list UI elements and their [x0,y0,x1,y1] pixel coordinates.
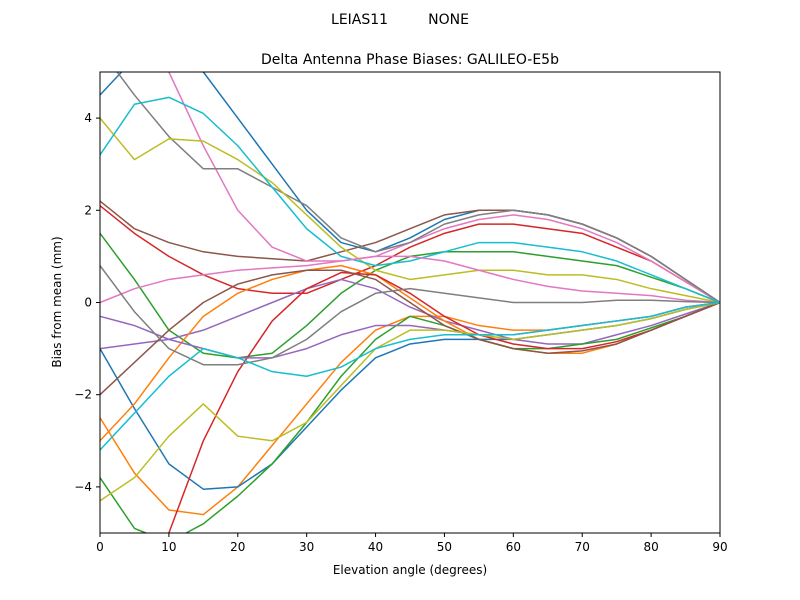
y-tick-label: −2 [74,388,92,402]
y-tick-label: −4 [74,480,92,494]
series-line-8 [99,117,721,304]
series-line-19 [99,301,721,451]
x-tick-label: 50 [437,540,452,554]
y-tick-label: 4 [84,111,92,125]
y-tick-label: 0 [84,296,92,310]
x-axis-label: Elevation angle (degrees) [333,563,487,577]
series-line-17 [99,265,721,366]
y-tick-label: 2 [84,203,92,217]
series-line-4 [99,278,721,350]
x-tick-label: 40 [368,540,383,554]
x-tick-label: 10 [161,540,176,554]
x-tick-label: 30 [299,540,314,554]
series-line-16 [99,255,721,304]
x-tick-label: 70 [575,540,590,554]
series-line-13 [168,271,721,534]
chart-title: Delta Antenna Phase Biases: GALILEO-E5b [261,52,559,68]
suptitle: LEIAS11 NONE [331,12,469,28]
x-tick-label: 20 [230,540,245,554]
series-line-12 [99,301,721,534]
series-line-0 [99,71,721,304]
series-group [99,71,721,534]
series-line-1 [99,301,721,516]
y-axis-label: Bias from mean (mm) [50,236,64,367]
x-tick-label: 90 [712,540,727,554]
series-line-7 [116,71,721,304]
series-line-15 [99,269,721,396]
series-line-6 [168,71,721,304]
x-tick-label: 60 [506,540,521,554]
x-tick-label: 80 [643,540,658,554]
series-line-18 [99,301,721,502]
series-line-9 [99,96,721,304]
ticks-group: 0 10 20 30 40 50 60 70 80 90 −4 −2 0 2 4 [74,111,727,554]
x-tick-label: 0 [96,540,104,554]
